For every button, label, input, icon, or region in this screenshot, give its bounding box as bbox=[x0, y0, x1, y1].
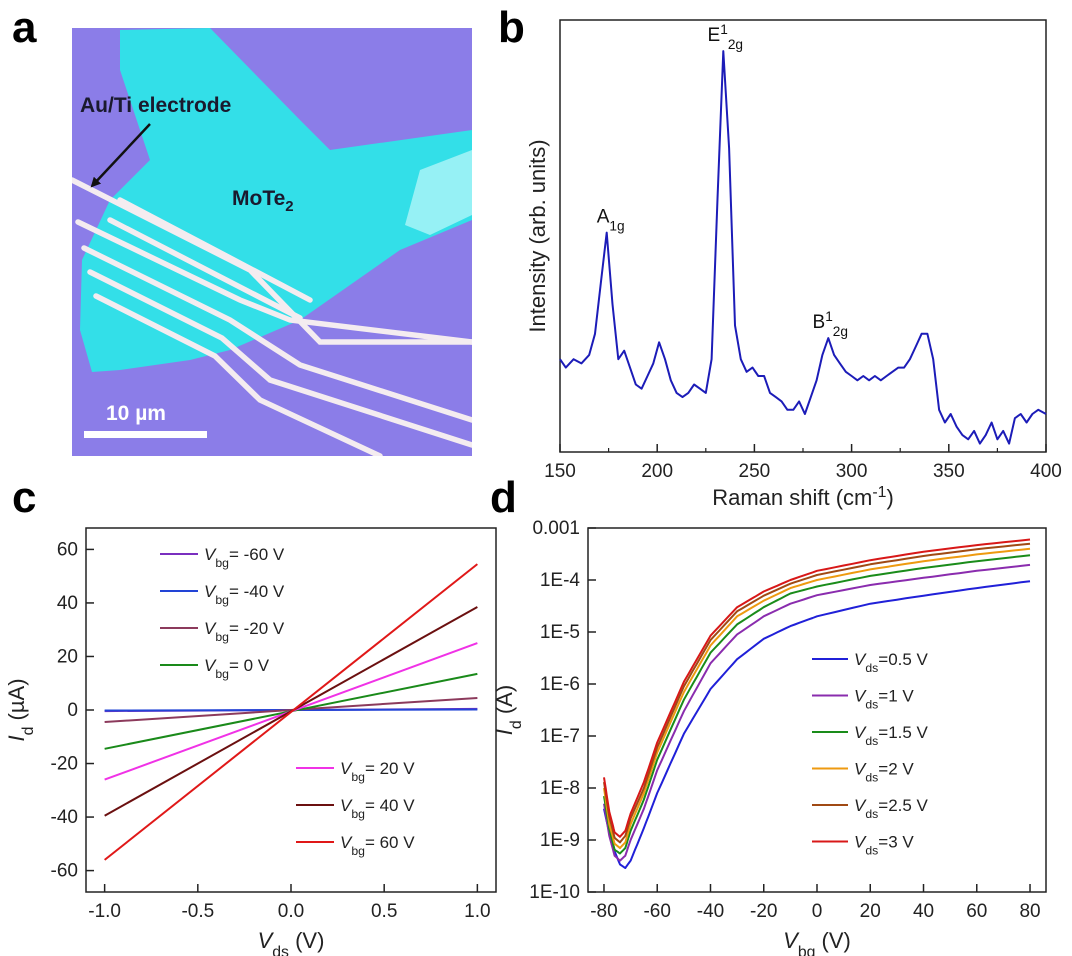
series-line bbox=[603, 538, 1031, 838]
electrode-line bbox=[81, 245, 472, 423]
series-line bbox=[104, 563, 478, 861]
electrode-line bbox=[72, 177, 472, 345]
electrode-arrow bbox=[90, 123, 151, 188]
panel-label-b: b bbox=[498, 3, 525, 52]
output-characteristics-chart: -1.0 -0.5 0.0 0.5 1.0 -60 -40 -20 0 20 40 60 Vbg= -6… bbox=[4, 527, 497, 956]
panel-label-a: a bbox=[12, 3, 37, 52]
x-tick-label: 250 bbox=[739, 461, 771, 482]
x-tick-label: 200 bbox=[641, 461, 673, 482]
x-tick-label: 0.0 bbox=[278, 901, 304, 922]
peak-label: A1g bbox=[597, 207, 625, 234]
y-tick-label: 40 bbox=[57, 593, 78, 614]
panel-label-c: c bbox=[12, 473, 36, 522]
x-tick-label: 0 bbox=[812, 901, 823, 922]
legend-label: Vds=2 V bbox=[854, 760, 914, 785]
x-tick-label: -60 bbox=[643, 901, 670, 922]
series-line bbox=[603, 542, 1031, 844]
electrode-lines bbox=[72, 177, 472, 456]
series-line bbox=[603, 580, 1031, 869]
y-tick-label: 0 bbox=[67, 700, 78, 721]
x-tick-label: -80 bbox=[590, 901, 617, 922]
y-tick-label: 1E-5 bbox=[540, 622, 580, 643]
x-tick-label: -0.5 bbox=[181, 901, 214, 922]
x-tick-label: 400 bbox=[1030, 461, 1062, 482]
electrode-line bbox=[87, 269, 472, 448]
x-tick-label: 300 bbox=[836, 461, 868, 482]
y-tick-label: 0.001 bbox=[532, 518, 580, 539]
legend-label: Vbg= 0 V bbox=[204, 656, 270, 681]
y-tick-label: -20 bbox=[51, 754, 78, 775]
x-tick-label: 20 bbox=[860, 901, 881, 922]
series-line bbox=[104, 696, 478, 724]
x-axis-title: Vds (V) bbox=[258, 928, 325, 956]
scale-bar-label: 10 µm bbox=[106, 402, 166, 425]
y-tick-label: 60 bbox=[57, 539, 78, 560]
legend-label: Vds=3 V bbox=[854, 833, 914, 858]
y-tick-label: 20 bbox=[57, 646, 78, 667]
x-tick-label: 80 bbox=[1019, 901, 1040, 922]
legend-label: Vds=1 V bbox=[854, 687, 914, 712]
micrograph-image bbox=[72, 28, 472, 456]
electrode-line bbox=[75, 219, 472, 345]
y-tick-label: 1E-9 bbox=[540, 830, 580, 851]
y-axis-title: Intensity (arb. units) bbox=[525, 139, 550, 332]
electrode-line bbox=[117, 197, 313, 303]
legend-label: Vbg= 60 V bbox=[340, 833, 415, 858]
electrode-label: Au/Ti electrode bbox=[80, 94, 231, 117]
y-tick-label: 1E-8 bbox=[540, 778, 580, 799]
y-tick-label: 1E-6 bbox=[540, 674, 580, 695]
flake-thin-region bbox=[405, 150, 472, 235]
y-tick-label: 1E-4 bbox=[540, 570, 581, 591]
x-tick-label: -40 bbox=[697, 901, 724, 922]
legend-label: Vbg= 40 V bbox=[340, 796, 415, 821]
x-axis-title: Raman shift (cm-1) bbox=[712, 484, 894, 511]
x-tick-label: -20 bbox=[750, 901, 777, 922]
x-tick-label: 0.5 bbox=[371, 901, 397, 922]
x-tick-label: 1.0 bbox=[464, 901, 490, 922]
plot-frame bbox=[587, 527, 1047, 893]
x-axis-title: Vbg (V) bbox=[783, 928, 851, 956]
x-tick-label: -1.0 bbox=[88, 901, 121, 922]
raman-spectrum-line bbox=[559, 50, 1047, 445]
legend-label: Vbg= -60 V bbox=[204, 545, 285, 570]
x-tick-label: 60 bbox=[966, 901, 987, 922]
legend-label: Vds=1.5 V bbox=[854, 723, 929, 748]
electrode-line bbox=[93, 293, 383, 456]
y-axis-title: Id (A) bbox=[492, 685, 525, 735]
scale-bar bbox=[84, 431, 207, 438]
y-tick-label: 1E-10 bbox=[529, 882, 580, 903]
peak-label: B12g bbox=[813, 309, 849, 339]
legend-label: Vbg= -20 V bbox=[204, 619, 285, 644]
y-tick-label: 1E-7 bbox=[540, 726, 580, 747]
transfer-characteristics-chart: -80 -60 -40 -20 0 20 40 60 80 1E-10 1E-9 1E-8 1E-7 1E… bbox=[492, 518, 1047, 956]
y-tick-label: -40 bbox=[51, 807, 78, 828]
material-label: MoTe2 bbox=[232, 187, 294, 215]
series-line bbox=[603, 547, 1031, 850]
legend-label: Vds=2.5 V bbox=[854, 796, 929, 821]
legend-label: Vbg= 20 V bbox=[340, 759, 415, 784]
peak-label: E12g bbox=[708, 22, 744, 52]
x-tick-label: 40 bbox=[913, 901, 934, 922]
plot-frame bbox=[559, 19, 1047, 453]
panel-label-d: d bbox=[490, 473, 517, 522]
raman-chart: 150 200 250 300 350 400 Raman shift (cm-1) Inte… bbox=[525, 19, 1062, 511]
y-tick-label: -60 bbox=[51, 861, 78, 882]
legend-label: Vds=0.5 V bbox=[854, 650, 929, 675]
legend-label: Vbg= -40 V bbox=[204, 582, 285, 607]
x-tick-label: 350 bbox=[933, 461, 965, 482]
series-line bbox=[603, 554, 1031, 855]
series-line bbox=[603, 563, 1031, 862]
y-axis-title: Id (µA) bbox=[4, 678, 37, 741]
x-tick-label: 150 bbox=[544, 461, 576, 482]
mote2-flake bbox=[80, 28, 472, 372]
electrode-line bbox=[107, 217, 303, 321]
